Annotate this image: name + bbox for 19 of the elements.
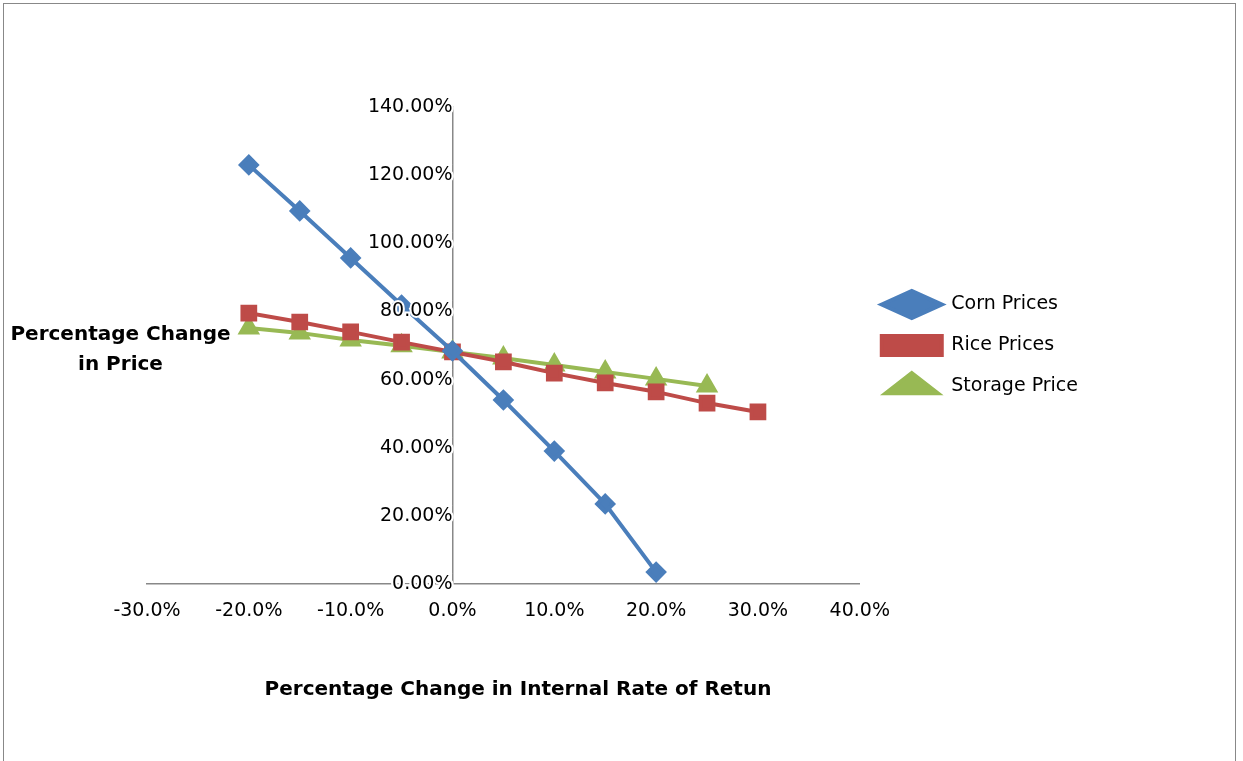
- y-tick-label: 20.00%: [380, 502, 453, 525]
- y-tick-label: 60.00%: [380, 366, 453, 389]
- x-tick-label: 0.0%: [428, 598, 477, 621]
- legend-label: Rice Prices: [951, 332, 1055, 355]
- x-tick-label: -20.0%: [215, 598, 283, 621]
- x-tick-label: -30.0%: [113, 598, 181, 621]
- y-tick-label: 140.00%: [367, 93, 453, 116]
- y-tick-label: 120.00%: [367, 162, 453, 185]
- x-tick-label: 30.0%: [727, 598, 789, 621]
- legend-label: Corn Prices: [951, 291, 1058, 314]
- x-tick-label: 20.0%: [625, 598, 687, 621]
- y-axis-title: Percentage Change in Price: [9, 320, 232, 377]
- x-axis-title: Percentage Change in Internal Rate of Retun: [263, 676, 773, 700]
- x-tick-label: -10.0%: [317, 598, 385, 621]
- x-tick-label: 40.0%: [829, 598, 890, 621]
- legend-label: Storage Price: [951, 373, 1079, 396]
- x-tick-label: 10.0%: [524, 598, 585, 621]
- y-tick-label: 40.00%: [380, 434, 453, 457]
- y-tick-label: 100.00%: [367, 230, 453, 253]
